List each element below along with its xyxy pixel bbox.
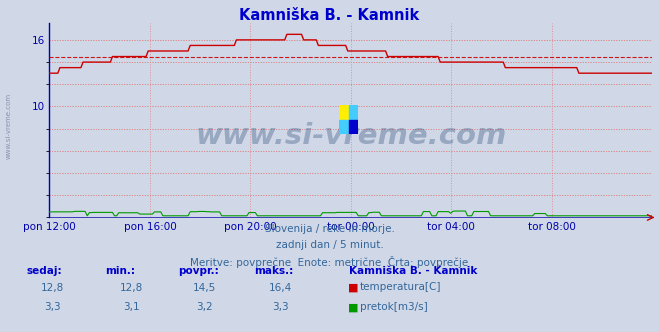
Text: Kamniška B. - Kamnik: Kamniška B. - Kamnik — [239, 8, 420, 23]
Text: 16,4: 16,4 — [268, 283, 292, 292]
Bar — [349, 120, 358, 134]
Text: Kamniška B. - Kamnik: Kamniška B. - Kamnik — [349, 266, 478, 276]
Text: ■: ■ — [348, 283, 358, 292]
Text: 3,1: 3,1 — [123, 302, 140, 312]
Text: 12,8: 12,8 — [41, 283, 65, 292]
Text: www.si-vreme.com: www.si-vreme.com — [195, 122, 507, 150]
Text: temperatura[C]: temperatura[C] — [360, 283, 442, 292]
Text: maks.:: maks.: — [254, 266, 293, 276]
Bar — [349, 105, 358, 120]
Bar — [339, 120, 349, 134]
Text: Meritve: povprečne  Enote: metrične  Črta: povprečje: Meritve: povprečne Enote: metrične Črta:… — [190, 256, 469, 268]
Text: 3,3: 3,3 — [44, 302, 61, 312]
Text: zadnji dan / 5 minut.: zadnji dan / 5 minut. — [275, 240, 384, 250]
Text: www.si-vreme.com: www.si-vreme.com — [5, 93, 12, 159]
Bar — [339, 105, 349, 120]
Text: 14,5: 14,5 — [192, 283, 216, 292]
Text: 3,3: 3,3 — [272, 302, 289, 312]
Text: povpr.:: povpr.: — [178, 266, 219, 276]
Text: min.:: min.: — [105, 266, 136, 276]
Text: ■: ■ — [348, 302, 358, 312]
Text: pretok[m3/s]: pretok[m3/s] — [360, 302, 428, 312]
Text: 3,2: 3,2 — [196, 302, 213, 312]
Text: 12,8: 12,8 — [120, 283, 144, 292]
Text: Slovenija / reke in morje.: Slovenija / reke in morje. — [264, 224, 395, 234]
Text: sedaj:: sedaj: — [26, 266, 62, 276]
